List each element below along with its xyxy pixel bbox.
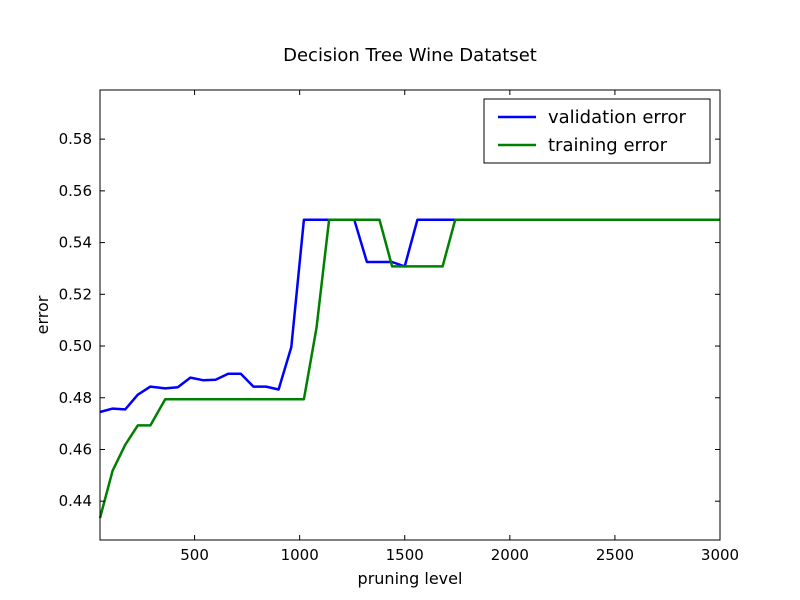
chart-title: Decision Tree Wine Datatset [283,45,537,66]
legend: validation error training error [483,98,711,164]
y-tick-label: 0.58 [59,130,92,148]
y-tick-label: 0.44 [59,492,92,510]
legend-label-validation-error: validation error [548,107,687,128]
x-tick-label: 2500 [596,546,634,564]
x-axis: 500 1000 1500 2000 2500 3000 [180,90,739,564]
y-tick-label: 0.54 [59,234,92,252]
legend-frame [483,98,711,164]
y-axis-label: error [33,295,52,334]
plot-frame [99,89,721,541]
x-tick-label: 2000 [491,546,529,564]
x-tick-label: 1500 [386,546,424,564]
x-tick-label: 500 [180,546,209,564]
y-tick-label: 0.46 [59,440,92,458]
y-tick-label: 0.50 [59,337,92,355]
legend-label-training-error: training error [548,135,668,156]
series-line-validation-error [99,218,720,414]
y-axis: 0.44 0.46 0.48 0.50 0.52 0.54 0.56 0.58 [59,130,720,510]
x-tick-label: 3000 [701,546,739,564]
y-tick-label: 0.48 [59,389,92,407]
y-tick-label: 0.56 [59,182,92,200]
x-tick-label: 1000 [281,546,319,564]
x-axis-label: pruning level [358,569,463,588]
y-tick-label: 0.52 [59,285,92,303]
series-line-training-error [98,218,720,519]
plot-area [98,218,720,519]
